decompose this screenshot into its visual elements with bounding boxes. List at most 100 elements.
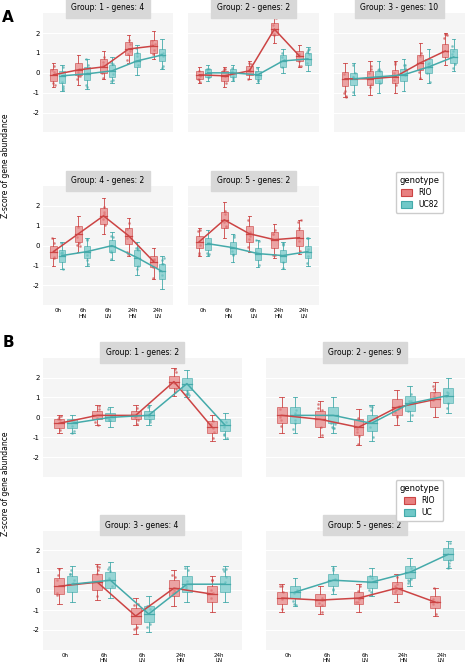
Point [229, 248, 237, 259]
Point [429, 599, 437, 610]
Point [404, 406, 412, 416]
Point [184, 564, 191, 575]
Bar [204, 238, 211, 249]
Bar [100, 59, 107, 73]
Point [146, 603, 154, 614]
Point [220, 566, 228, 576]
Point [444, 563, 451, 573]
Point [220, 430, 228, 440]
Point [219, 66, 227, 76]
Point [76, 241, 83, 251]
Bar [169, 580, 179, 596]
Point [123, 55, 131, 66]
Point [195, 74, 203, 84]
Point [82, 54, 90, 64]
Point [276, 403, 284, 414]
Point [424, 68, 431, 78]
Point [370, 432, 377, 442]
Point [99, 68, 106, 78]
Point [367, 571, 374, 581]
Bar [366, 576, 376, 588]
Point [228, 66, 236, 77]
Point [221, 71, 228, 82]
Point [280, 55, 288, 66]
Point [303, 233, 311, 244]
Point [280, 238, 287, 249]
Bar [315, 594, 325, 606]
Bar [296, 230, 303, 245]
Point [426, 76, 434, 87]
Point [269, 20, 277, 30]
Point [269, 249, 277, 260]
Point [292, 415, 299, 426]
Point [271, 225, 279, 235]
Bar [67, 419, 77, 428]
Point [221, 206, 228, 216]
Bar [207, 586, 217, 602]
Point [209, 422, 217, 433]
Title: Group: 1 - genes: 4: Group: 1 - genes: 4 [71, 3, 145, 13]
Point [343, 91, 350, 102]
Point [245, 74, 252, 84]
Point [133, 621, 141, 632]
Point [253, 235, 260, 245]
Bar [221, 212, 228, 228]
Point [185, 390, 193, 400]
Point [219, 564, 227, 574]
Point [107, 58, 115, 68]
Point [221, 429, 228, 440]
Point [319, 607, 326, 618]
Point [279, 52, 286, 62]
Point [84, 259, 92, 269]
Point [58, 247, 66, 257]
Title: Group: 2 - genes: 2: Group: 2 - genes: 2 [217, 3, 290, 13]
Point [91, 417, 99, 428]
Point [222, 564, 229, 574]
Point [93, 412, 101, 423]
Point [205, 72, 213, 82]
Point [289, 595, 297, 606]
Point [329, 422, 337, 433]
Point [353, 427, 361, 438]
Point [367, 587, 375, 597]
Point [393, 410, 401, 421]
Bar [315, 412, 325, 427]
Point [59, 263, 67, 274]
Point [123, 223, 131, 234]
Point [146, 410, 153, 421]
Point [66, 568, 74, 579]
Point [108, 581, 115, 591]
Point [208, 575, 216, 585]
Point [319, 594, 326, 605]
Point [221, 577, 229, 587]
Point [445, 561, 453, 572]
Point [374, 65, 382, 76]
Point [184, 388, 191, 398]
Point [146, 417, 154, 428]
Point [100, 72, 107, 83]
Bar [426, 59, 432, 73]
Point [290, 599, 297, 609]
Point [172, 364, 179, 375]
Point [351, 67, 358, 78]
Point [245, 64, 252, 75]
Point [150, 45, 157, 56]
Bar [109, 65, 115, 77]
Point [349, 86, 356, 97]
Point [59, 83, 66, 93]
Point [70, 426, 78, 436]
Point [317, 422, 325, 433]
Point [304, 44, 312, 55]
Bar [221, 71, 228, 81]
Point [449, 46, 457, 56]
Point [429, 380, 437, 391]
Point [318, 599, 326, 610]
Point [221, 64, 229, 74]
Point [173, 383, 180, 394]
Point [183, 576, 191, 587]
Point [143, 601, 151, 611]
Bar [271, 232, 278, 247]
Point [56, 415, 64, 426]
Point [194, 225, 202, 236]
Point [367, 61, 374, 72]
